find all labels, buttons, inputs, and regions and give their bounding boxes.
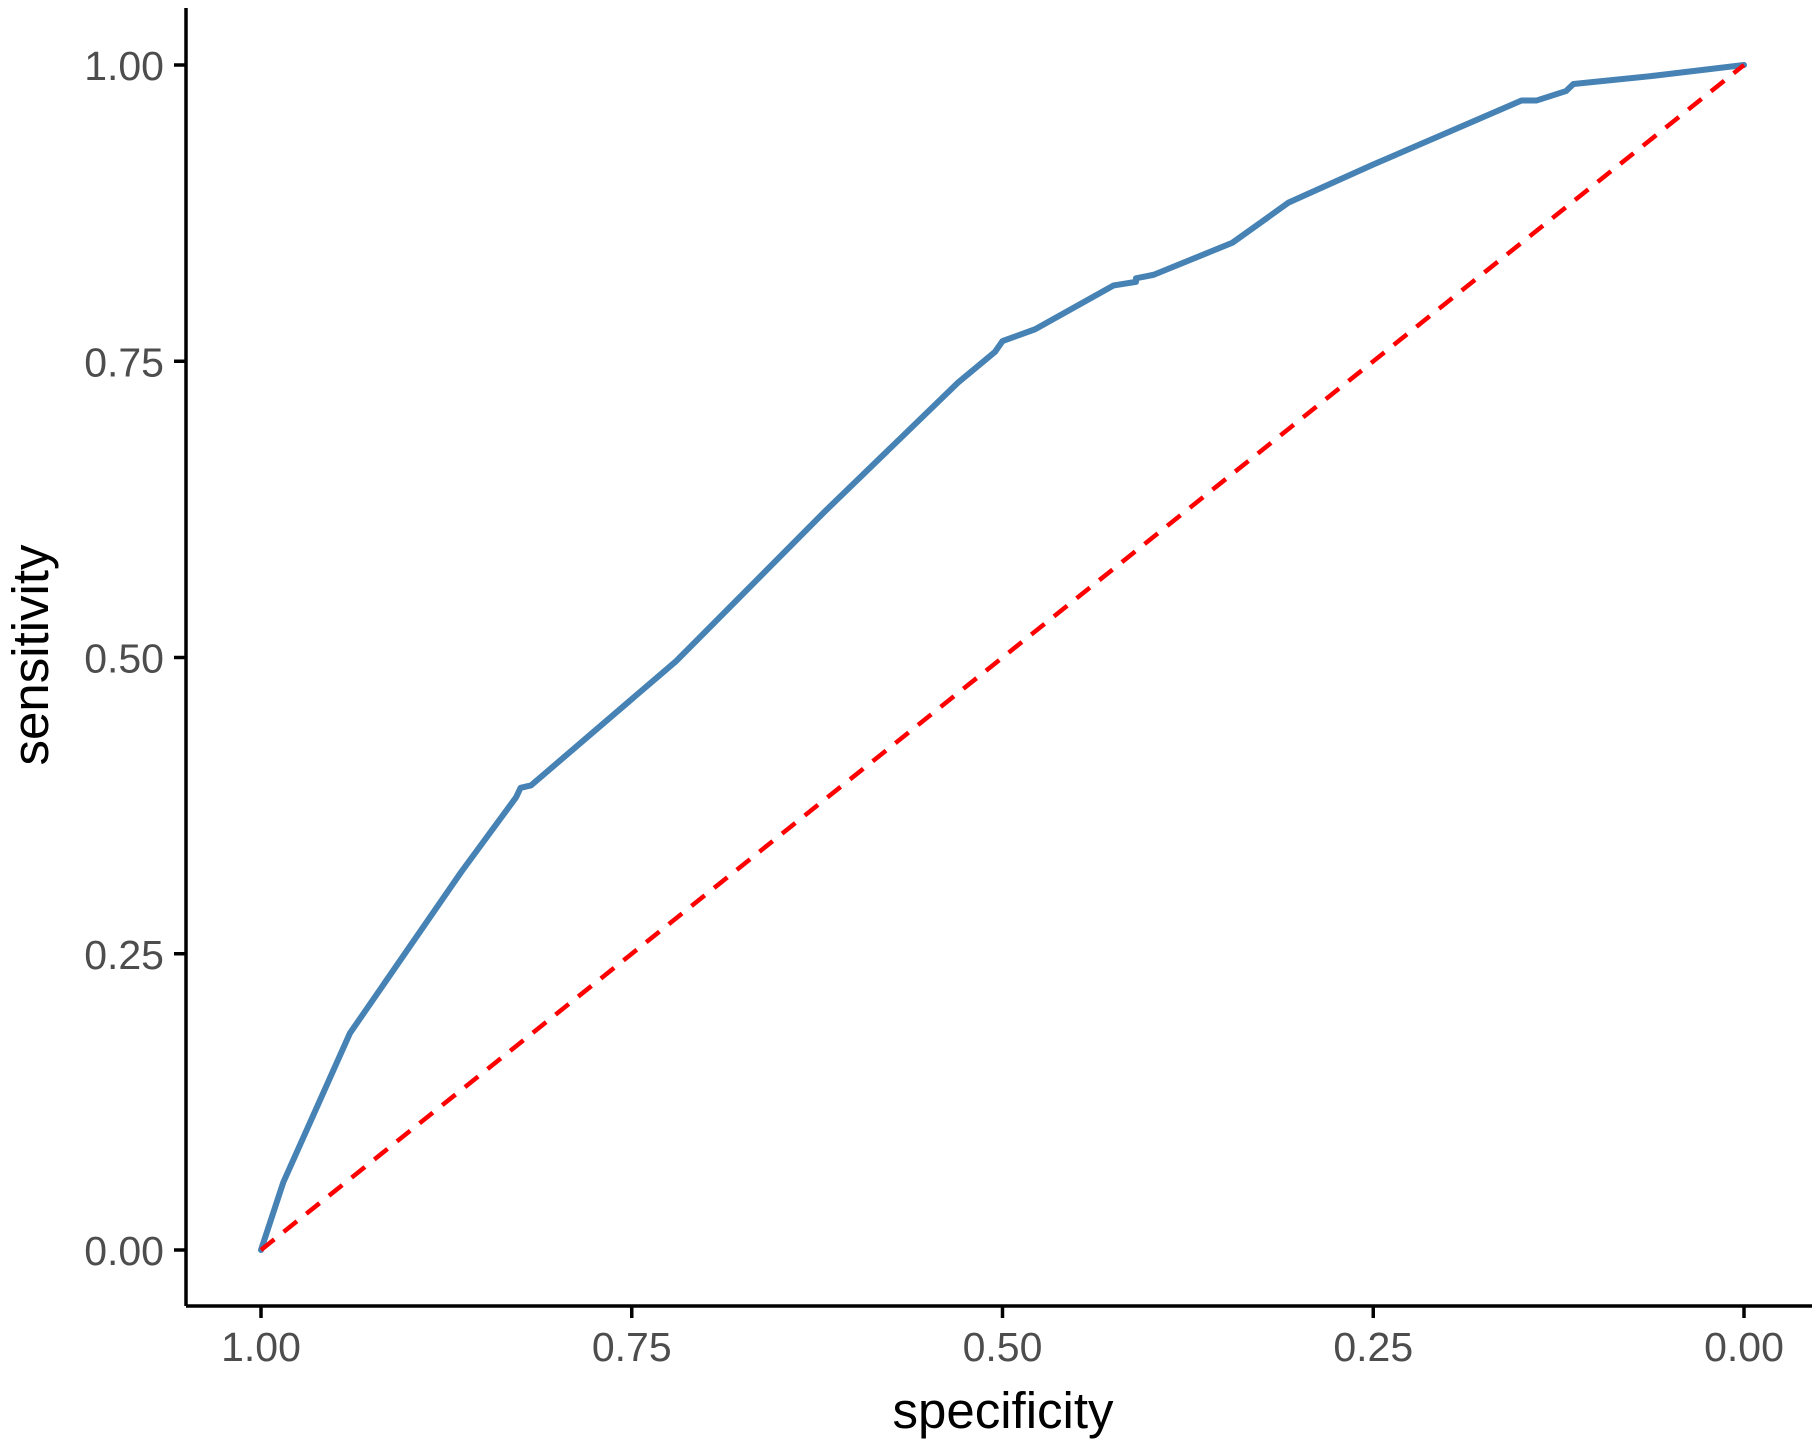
plot-marks [258, 62, 1747, 1253]
y-tick-label: 0.50 [84, 636, 164, 682]
x-tick-label: 0.25 [1333, 1324, 1413, 1370]
x-axis-title: specificity [892, 1382, 1114, 1439]
x-tick-label: 0.50 [963, 1324, 1043, 1370]
x-tick-label: 1.00 [221, 1324, 301, 1370]
reference-diagonal-line [259, 63, 1746, 1252]
x-tick-label: 0.75 [592, 1324, 672, 1370]
y-tick-label: 0.75 [84, 339, 164, 385]
roc-curve-line [258, 62, 1747, 1253]
x-tick-label: 0.00 [1704, 1324, 1784, 1370]
y-tick-label: 0.25 [84, 932, 164, 978]
y-axis-title: sensitivity [2, 544, 59, 766]
y-tick-label: 0.00 [84, 1228, 164, 1274]
y-tick-label: 1.00 [84, 43, 164, 89]
axis-ticks: 1.00 0.75 0.50 0.25 0.00 0.00 0.25 0.50 0.75 1.00 [84, 43, 1784, 1370]
